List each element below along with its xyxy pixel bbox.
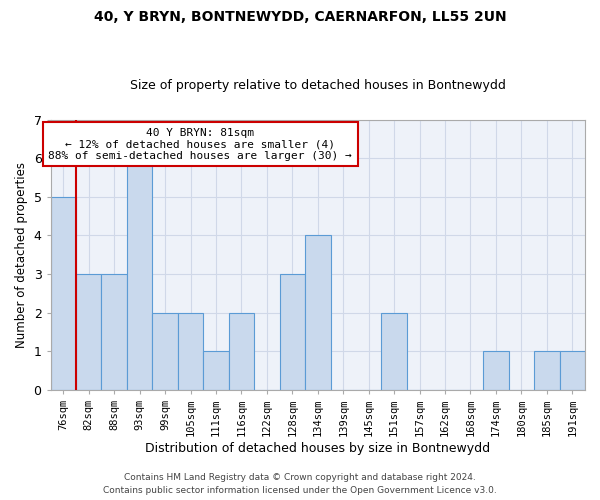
Bar	[229, 312, 254, 390]
Bar	[280, 274, 305, 390]
X-axis label: Distribution of detached houses by size in Bontnewydd: Distribution of detached houses by size …	[145, 442, 490, 455]
Bar	[382, 312, 407, 390]
Text: 40, Y BRYN, BONTNEWYDD, CAERNARFON, LL55 2UN: 40, Y BRYN, BONTNEWYDD, CAERNARFON, LL55…	[94, 10, 506, 24]
Text: 40 Y BRYN: 81sqm
← 12% of detached houses are smaller (4)
88% of semi-detached h: 40 Y BRYN: 81sqm ← 12% of detached house…	[49, 128, 352, 161]
Text: Contains HM Land Registry data © Crown copyright and database right 2024.
Contai: Contains HM Land Registry data © Crown c…	[103, 474, 497, 495]
Bar	[152, 312, 178, 390]
Bar	[76, 274, 101, 390]
Bar	[101, 274, 127, 390]
Bar	[203, 352, 229, 390]
Bar	[127, 158, 152, 390]
Bar	[178, 312, 203, 390]
Bar	[560, 352, 585, 390]
Bar	[50, 197, 76, 390]
Title: Size of property relative to detached houses in Bontnewydd: Size of property relative to detached ho…	[130, 79, 506, 92]
Y-axis label: Number of detached properties: Number of detached properties	[15, 162, 28, 348]
Bar	[483, 352, 509, 390]
Bar	[534, 352, 560, 390]
Bar	[305, 236, 331, 390]
